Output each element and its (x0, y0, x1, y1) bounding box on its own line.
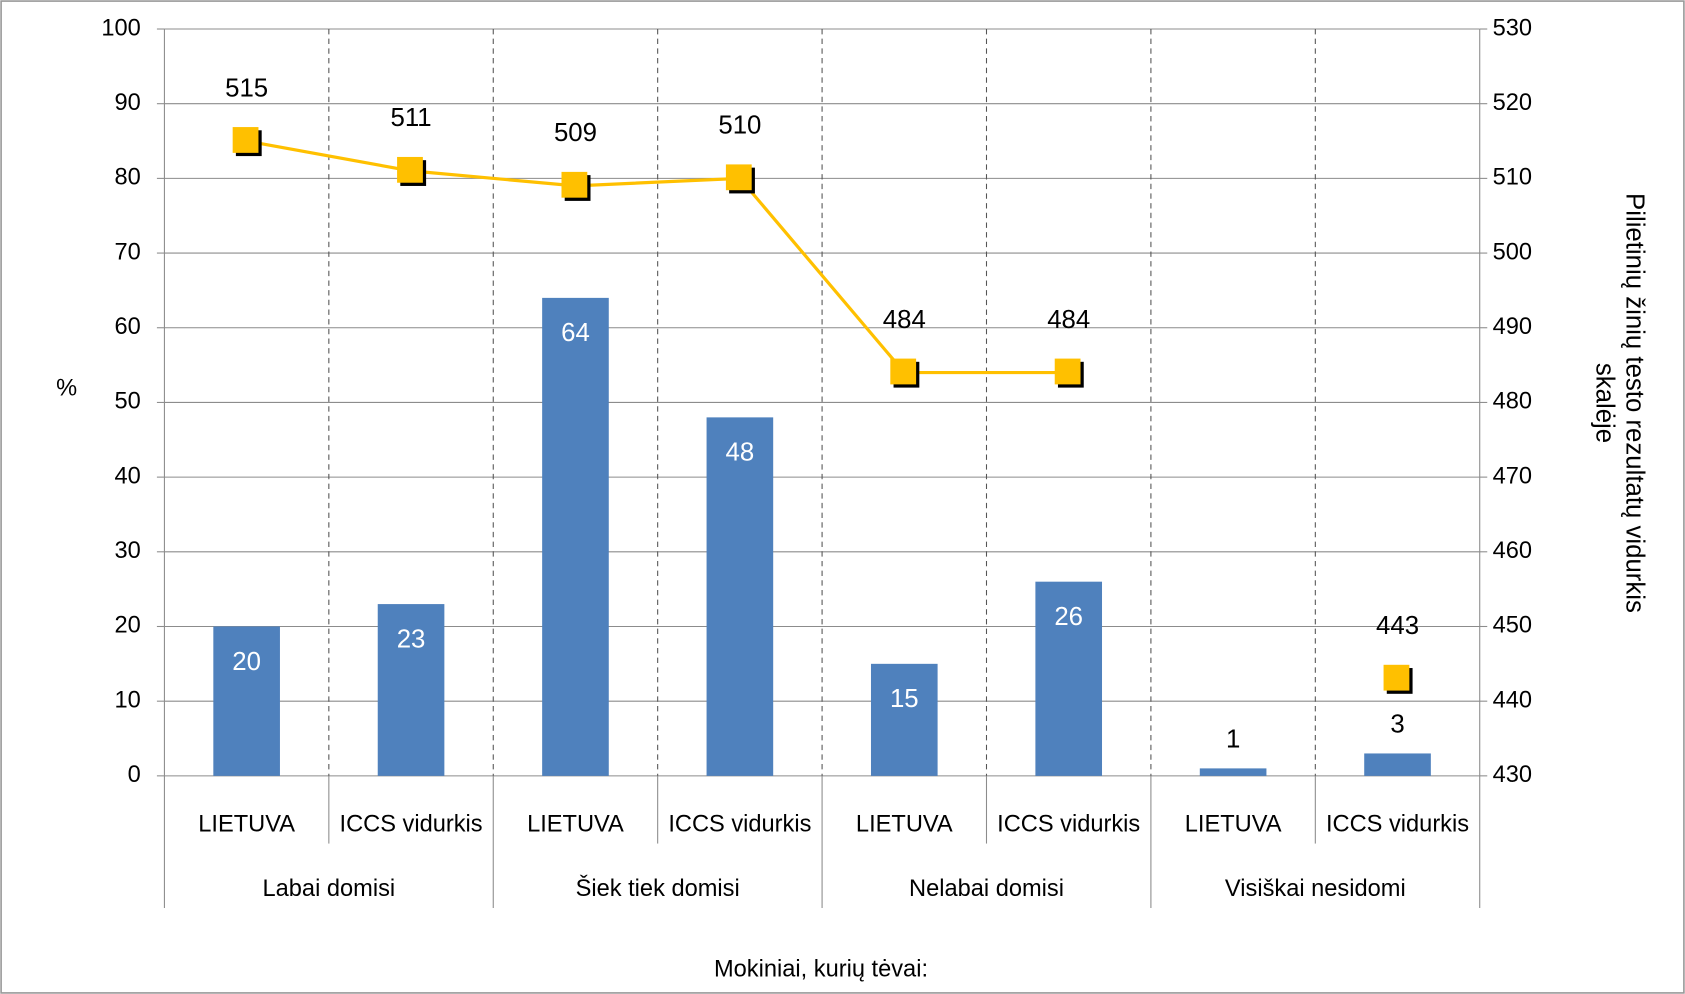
x-tick-label: LIETUVA (856, 812, 953, 838)
y-tick-label: 90 (115, 90, 141, 116)
y2-axis-label: Pilietinių žinių testo rezultatų vidurki… (1591, 193, 1649, 613)
group-label: Labai domisi (263, 876, 396, 902)
bar-value-label: 48 (726, 439, 755, 467)
x-tick-label: LIETUVA (198, 812, 295, 838)
y2-tick-label: 450 (1493, 613, 1532, 639)
y2-tick-label: 510 (1493, 165, 1532, 191)
x-tick-label: ICCS vidurkis (1326, 812, 1469, 838)
y2-tick-label: 460 (1493, 538, 1532, 564)
line-marker (890, 358, 917, 385)
line-marker (232, 127, 259, 153)
bar-value-label: 26 (1054, 603, 1083, 631)
bar-value-label: 64 (561, 319, 590, 347)
bar-value-label: 23 (397, 625, 426, 653)
y2-tick-label: 530 (1493, 15, 1532, 41)
y2-tick-label: 490 (1493, 314, 1532, 340)
y-tick-label: 80 (115, 165, 141, 191)
y-tick-label: 20 (115, 613, 141, 639)
group-label: Visiškai nesidomi (1225, 876, 1406, 902)
line-value-label: 511 (390, 104, 431, 132)
bar (377, 604, 445, 776)
line-value-label: 484 (883, 306, 926, 334)
line-marker (1054, 358, 1081, 385)
group-label: Nelabai domisi (909, 876, 1064, 902)
line-marker (1383, 664, 1410, 691)
line-value-label: 509 (554, 119, 597, 147)
bar-value-label: 15 (890, 685, 919, 713)
bar (870, 663, 938, 776)
x-tick-label: LIETUVA (1185, 812, 1282, 838)
y-tick-label: 60 (115, 314, 141, 340)
bar-value-label: 20 (232, 648, 261, 676)
line (246, 139, 1069, 375)
bar (1035, 581, 1103, 776)
y-tick-label: 30 (115, 538, 141, 564)
y2-tick-label: 520 (1493, 90, 1532, 116)
bar-value-label: 3 (1390, 710, 1404, 738)
bar (1364, 753, 1431, 776)
y2-tick-label: 470 (1493, 463, 1532, 489)
bar (706, 417, 774, 776)
y2-tick-label: 430 (1493, 762, 1532, 788)
x-axis-label: Mokiniai, kurių tėvai: (714, 957, 928, 983)
bar (213, 626, 280, 776)
line-marker (397, 156, 423, 183)
y-tick-label: 50 (115, 389, 141, 415)
y-tick-label: 70 (115, 239, 141, 265)
group-label: Šiek tiek domisi (576, 874, 740, 902)
y2-tick-label: 480 (1493, 389, 1532, 415)
y-axis-label: % (56, 375, 77, 401)
line-value-label: 515 (225, 74, 268, 102)
bar (1199, 768, 1267, 776)
line-value-label: 443 (1376, 612, 1419, 640)
y2-tick-label: 440 (1493, 687, 1532, 713)
line-value-label: 484 (1047, 306, 1090, 334)
y-tick-label: 100 (101, 15, 140, 41)
y-tick-label: 40 (115, 463, 141, 489)
y2-label-line: skalėje (1591, 363, 1619, 443)
bar-value-label: 1 (1226, 725, 1240, 753)
x-tick-label: LIETUVA (527, 812, 624, 838)
y2-label-line: Pilietinių žinių testo rezultatų vidurki… (1621, 193, 1649, 613)
x-tick-label: ICCS vidurkis (340, 812, 483, 838)
y-tick-label: 0 (128, 762, 141, 788)
bar (542, 297, 609, 776)
line-marker (561, 171, 588, 198)
x-tick-label: ICCS vidurkis (668, 812, 811, 838)
line-marker (725, 164, 752, 191)
x-tick-label: ICCS vidurkis (997, 812, 1140, 838)
y-tick-label: 10 (115, 687, 141, 713)
line-value-label: 510 (718, 112, 761, 140)
y2-tick-label: 500 (1493, 239, 1532, 265)
